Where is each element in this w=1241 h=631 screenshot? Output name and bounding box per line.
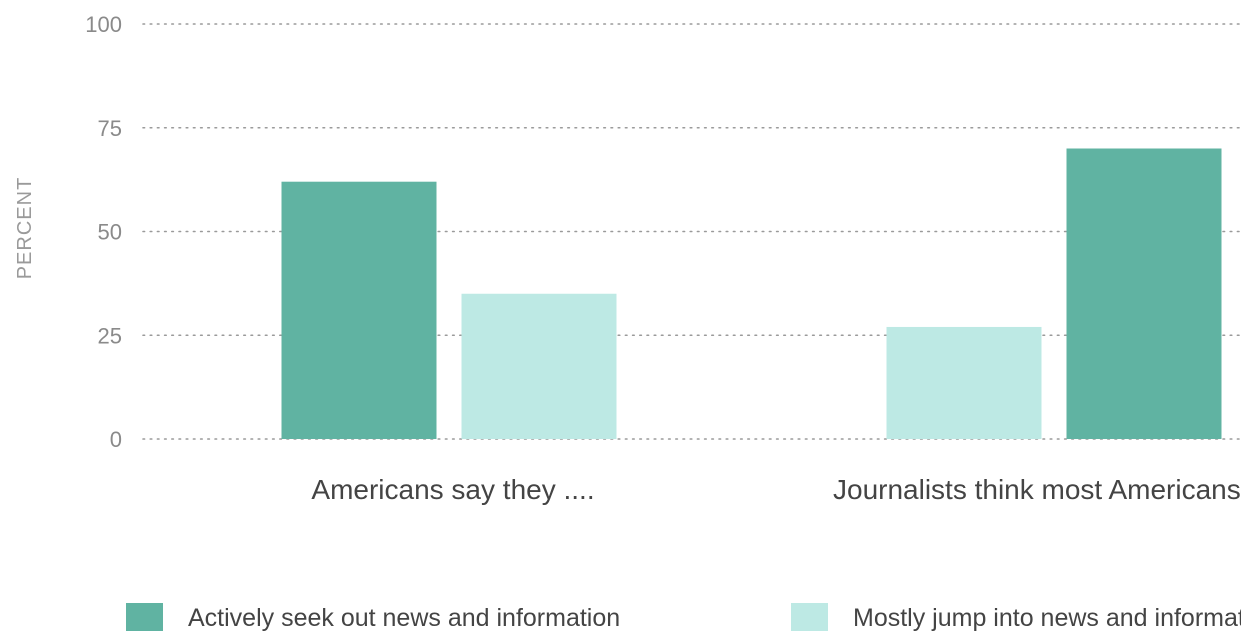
y-axis-label: PERCENT xyxy=(14,177,36,280)
y-axis-ticks: 0 25 50 75 100 xyxy=(85,12,122,452)
gridlines xyxy=(142,23,1241,440)
bar xyxy=(1066,148,1222,439)
y-tick-label: 75 xyxy=(98,116,122,141)
bar xyxy=(461,293,617,439)
y-tick-label: 100 xyxy=(85,12,122,37)
legend-label: Mostly jump into news and information xyxy=(853,604,1241,631)
x-axis-category-labels: Americans say they .... Journalists think… xyxy=(311,474,1240,505)
legend-swatch xyxy=(126,603,163,631)
legend-label: Actively seek out news and information xyxy=(188,604,620,631)
bar xyxy=(886,326,1042,439)
legend-swatch xyxy=(791,603,828,631)
bars xyxy=(281,148,1222,439)
bar xyxy=(281,181,437,439)
x-category-label: Americans say they .... xyxy=(311,474,594,505)
y-tick-label: 25 xyxy=(98,323,122,348)
y-tick-label: 0 xyxy=(110,427,122,452)
legend: Actively seek out news and information Mo… xyxy=(126,603,1241,631)
x-category-label: Journalists think most Americans xyxy=(833,474,1241,505)
y-tick-label: 50 xyxy=(98,220,122,245)
